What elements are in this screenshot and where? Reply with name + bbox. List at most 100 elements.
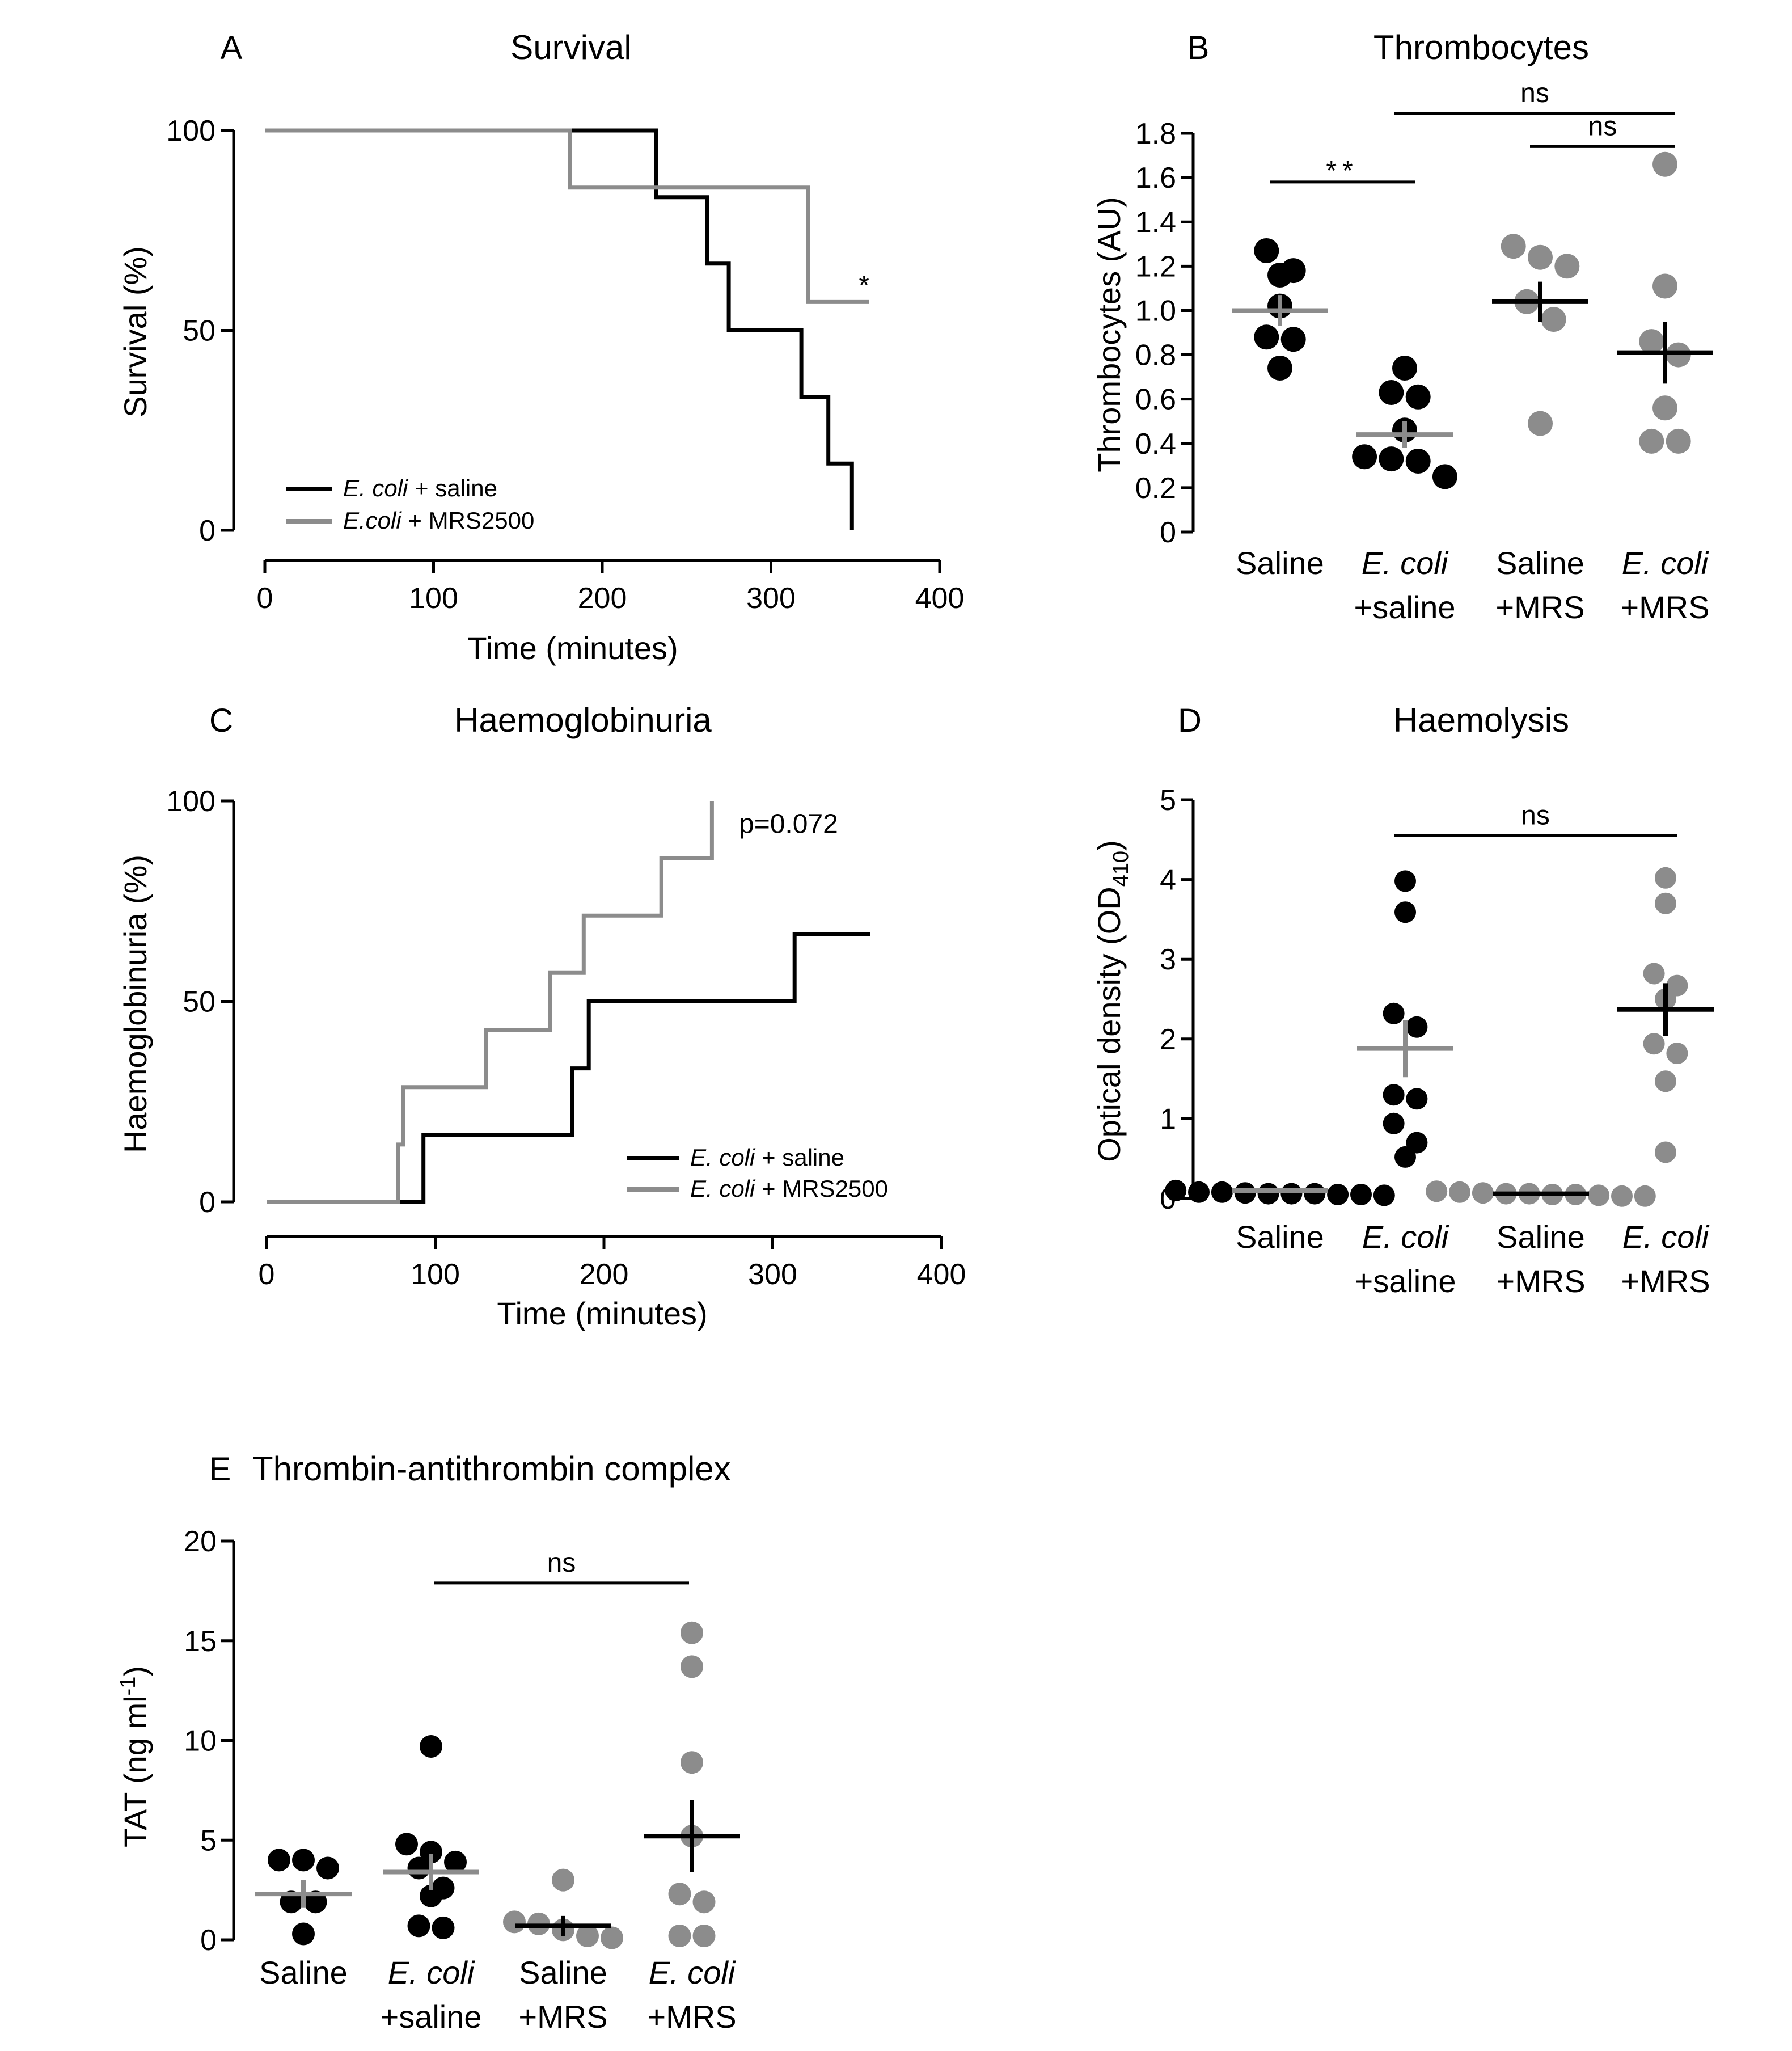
- panel-d-ylabel-close: ): [1091, 840, 1127, 851]
- category-sublabel-3: +MRS: [1620, 589, 1709, 625]
- legend-label-rest: + saline: [755, 1144, 844, 1171]
- legend-label-0: E. coli + saline: [343, 475, 497, 501]
- data-point: [1383, 1002, 1405, 1024]
- data-point: [1234, 1182, 1256, 1204]
- data-point: [1655, 1141, 1676, 1163]
- data-point: [1449, 1181, 1470, 1203]
- data-point: [420, 1735, 442, 1758]
- data-point: [395, 1833, 418, 1856]
- data-point: [432, 1916, 455, 1939]
- significance-label: ns: [1521, 800, 1550, 830]
- data-point: [1472, 1182, 1494, 1204]
- data-point: [1211, 1181, 1233, 1203]
- series-line-0: [267, 932, 870, 1204]
- y-tick-label: 10: [184, 1725, 217, 1758]
- data-point: [280, 1890, 303, 1914]
- panel-a-xlabel: Time (minutes): [467, 630, 678, 666]
- x-tick-label: 400: [915, 582, 965, 615]
- data-point: [552, 1868, 574, 1892]
- data-point: [268, 1849, 290, 1872]
- data-point: [1405, 449, 1431, 474]
- panel-d-ylabel: Optical density (OD410): [1091, 840, 1133, 1162]
- panel-d-significance: ns: [1394, 800, 1677, 837]
- y-tick-label: 1.6: [1135, 162, 1176, 195]
- category-sublabel-1: +saline: [1354, 589, 1455, 625]
- data-point: [668, 1925, 691, 1947]
- y-tick-label: 15: [184, 1625, 217, 1658]
- data-point: [681, 1751, 703, 1774]
- y-tick-label: 0: [200, 1924, 217, 1957]
- significance-label: ns: [1588, 111, 1617, 141]
- y-tick-label: 2: [1160, 1023, 1176, 1056]
- category-label-0: Saline: [259, 1955, 348, 1990]
- significance-label: ns: [547, 1548, 576, 1578]
- panel-a-title: Survival: [510, 28, 631, 66]
- data-point: [1639, 428, 1664, 454]
- data-point: [292, 1849, 315, 1872]
- panel-d: D Haemolysis Optical density (OD410) 012…: [1091, 701, 1714, 1299]
- data-point: [407, 1856, 430, 1880]
- data-point: [1432, 464, 1457, 489]
- y-tick-label: 100: [166, 785, 215, 818]
- data-point: [1541, 307, 1566, 332]
- panel-d-category-labels: Saline E. coli +saline Saline +MRS E. coli +MR…: [1236, 1219, 1710, 1299]
- data-point: [601, 1926, 623, 1949]
- data-point: [1406, 1132, 1428, 1154]
- panel-c-axes: 0 50 100 0 100 200 300 400: [166, 785, 966, 1291]
- y-tick-label: 0.2: [1135, 472, 1176, 505]
- data-point: [407, 1914, 430, 1938]
- data-point: [1280, 1183, 1303, 1205]
- data-point: [1165, 1179, 1187, 1201]
- panel-c-xlabel: Time (minutes): [497, 1295, 707, 1331]
- data-point: [1405, 384, 1431, 410]
- series-line-1: [267, 801, 714, 1204]
- y-tick-label: 0.6: [1135, 383, 1176, 416]
- data-point: [1383, 1112, 1405, 1134]
- category-label-0: Saline: [1236, 1219, 1324, 1255]
- data-point: [1379, 380, 1404, 405]
- panel-letter-a: A: [221, 29, 243, 66]
- category-label-2: Saline: [1497, 1219, 1585, 1255]
- legend-label-1: E.coli + MRS2500: [343, 507, 534, 534]
- panel-e-ylabel-main: TAT (ng ml: [117, 1695, 153, 1847]
- x-tick-label: 300: [746, 582, 796, 615]
- data-point: [1655, 1070, 1676, 1092]
- x-tick-label: 100: [409, 582, 458, 615]
- data-point: [1188, 1181, 1210, 1203]
- data-point: [1634, 1185, 1656, 1207]
- panel-a-axes: 0 50 100 0 100 200 300 400: [166, 115, 964, 615]
- legend-label-1: E. coli + MRS2500: [690, 1175, 888, 1202]
- data-point: [668, 1883, 691, 1906]
- y-tick-label: 1: [1160, 1103, 1176, 1136]
- panel-e-ylabel-close: ): [117, 1666, 153, 1677]
- category-label-3: E. coli: [1622, 1219, 1710, 1255]
- category-label-2: Saline: [519, 1955, 607, 1990]
- y-tick-label: 0.4: [1135, 428, 1176, 461]
- x-tick-label: 0: [257, 582, 273, 615]
- y-tick-label: 3: [1160, 943, 1176, 976]
- y-tick-label: 4: [1160, 864, 1176, 897]
- panel-letter-e: E: [209, 1451, 231, 1488]
- panel-d-ylabel-subscript: 410: [1109, 851, 1133, 887]
- y-tick-label: 1.4: [1135, 206, 1176, 239]
- data-point: [1406, 1088, 1428, 1110]
- panel-a-significance-star: *: [859, 271, 869, 301]
- y-tick-label: 1.8: [1135, 117, 1176, 150]
- panel-e-ylabel-superscript: -1: [116, 1677, 140, 1696]
- data-point: [1528, 411, 1553, 436]
- data-point: [1666, 428, 1691, 454]
- category-sublabel-1: +saline: [380, 1999, 481, 2035]
- category-label-2: Saline: [1496, 545, 1584, 581]
- x-tick-label: 300: [748, 1258, 797, 1291]
- category-sublabel-2: +MRS: [518, 1999, 607, 2035]
- y-tick-label: 0: [199, 514, 215, 547]
- panel-e-ylabel: TAT (ng ml-1): [116, 1666, 153, 1847]
- legend-label-rest: + MRS2500: [401, 507, 535, 534]
- panel-d-title: Haemolysis: [1393, 701, 1569, 739]
- panel-c-title: Haemoglobinuria: [454, 701, 712, 739]
- panel-a-legend: E. coli + saline E.coli + MRS2500: [286, 475, 534, 534]
- panel-b-points: [1232, 151, 1713, 489]
- category-label-1: E. coli: [1362, 545, 1449, 581]
- panel-a-series: [265, 128, 869, 530]
